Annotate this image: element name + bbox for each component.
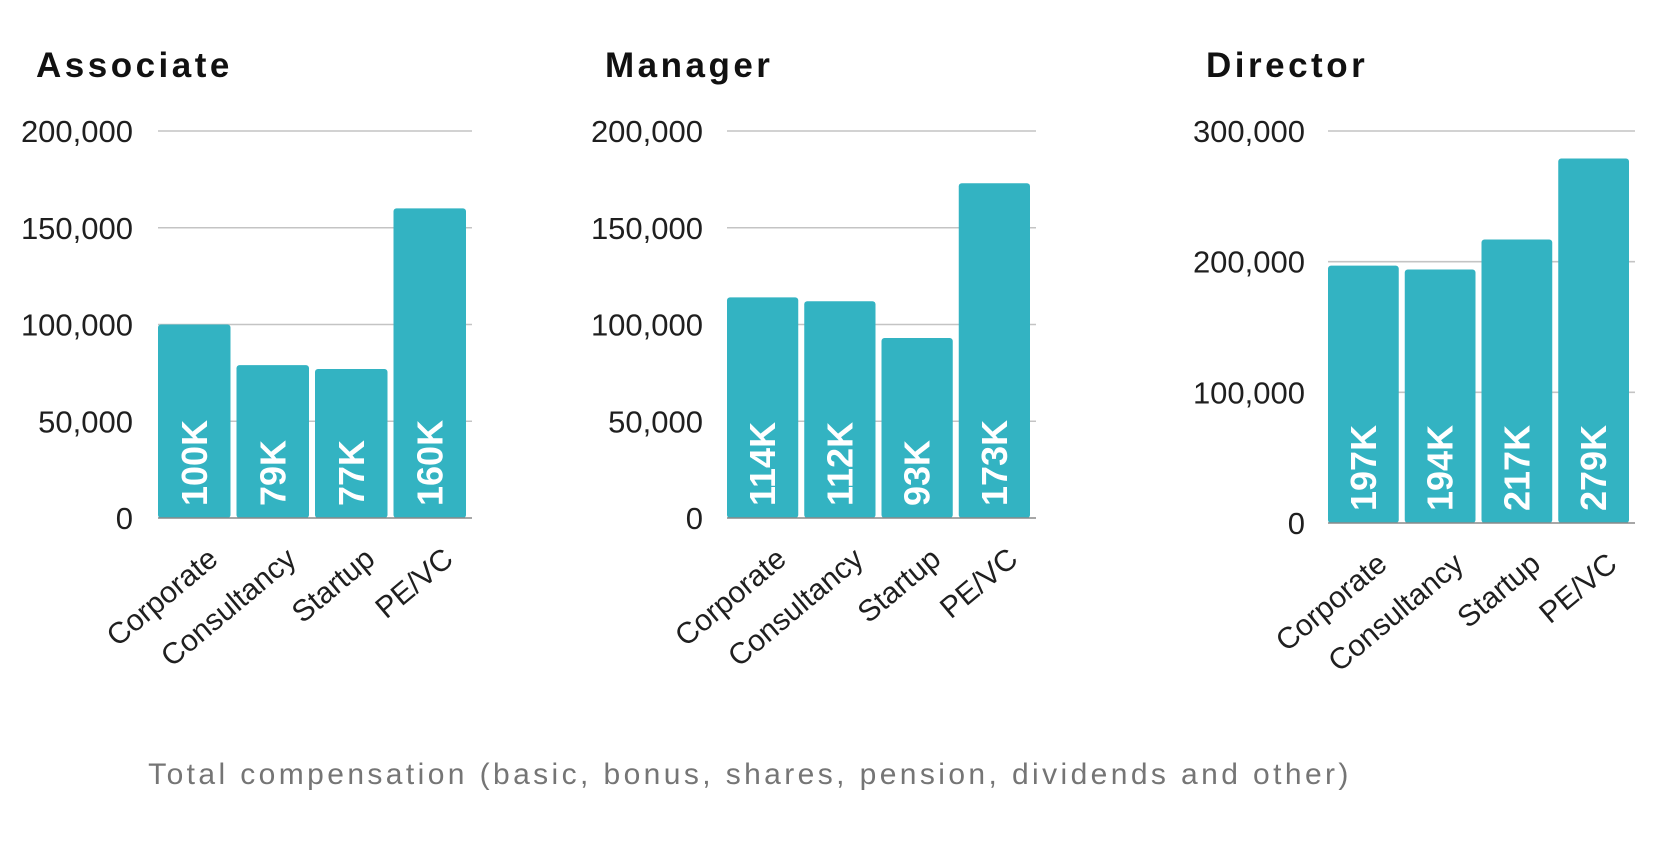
- y-tick-label: 50,000: [608, 404, 703, 439]
- bar-value-label: 77K: [331, 440, 372, 506]
- x-tick-label: Startup: [286, 542, 381, 629]
- bar-corporate: [158, 324, 231, 518]
- y-tick-label: 100,000: [591, 308, 703, 343]
- bar-value-label: 173K: [974, 420, 1015, 506]
- bar-startup: [315, 369, 388, 518]
- y-tick-label: 200,000: [591, 114, 703, 149]
- x-tick-label: Startup: [852, 542, 947, 629]
- chart-title: Associate: [36, 46, 233, 85]
- bar-consultancy: [1404, 269, 1476, 523]
- y-tick-label: 150,000: [21, 211, 133, 246]
- y-tick-label: 100,000: [1193, 375, 1305, 410]
- bar-consultancy: [236, 365, 309, 518]
- chart-director: Director0100,000200,000300,000197KCorpor…: [1193, 46, 1635, 678]
- chart-associate: Associate 0 50,000 100,000 150,000 200,000 100…: [21, 46, 472, 673]
- bar-startup: [881, 338, 953, 518]
- y-tick-label: 0: [1288, 506, 1305, 541]
- y-tick-label: 100,000: [21, 308, 133, 343]
- bar-corporate: [727, 297, 799, 518]
- chart-title: Director: [1206, 46, 1368, 85]
- y-tick-label: 150,000: [591, 211, 703, 246]
- bar-pe-vc: [393, 208, 466, 518]
- y-tick-label: 50,000: [38, 404, 133, 439]
- bar-startup: [1481, 239, 1553, 523]
- chart-manager: Manager050,000100,000150,000200,000114KC…: [591, 46, 1036, 673]
- bar-consultancy: [804, 301, 876, 518]
- x-tick-label: PE/VC: [1533, 547, 1623, 630]
- bar-pe-vc: [1558, 158, 1629, 523]
- bar-value-label: 79K: [252, 440, 293, 506]
- bar-pe-vc: [958, 183, 1030, 518]
- x-tick-label: PE/VC: [934, 542, 1024, 625]
- x-tick-label: PE/VC: [369, 542, 459, 625]
- bar-value-label: 93K: [897, 440, 938, 506]
- x-tick-label: Consultancy: [155, 542, 303, 673]
- bar-value-label: 100K: [174, 420, 215, 506]
- bar-value-label: 279K: [1573, 425, 1614, 511]
- y-tick-label: 0: [686, 501, 703, 536]
- chart-caption: Total compensation (basic, bonus, shares…: [148, 758, 1352, 791]
- bar-value-label: 197K: [1343, 425, 1384, 511]
- y-tick-label: 0: [116, 501, 133, 536]
- x-tick-label: Startup: [1451, 547, 1546, 634]
- bar-value-label: 217K: [1496, 425, 1537, 511]
- bar-value-label: 112K: [819, 422, 860, 506]
- y-tick-label: 200,000: [21, 114, 133, 149]
- bar-value-label: 194K: [1420, 425, 1461, 511]
- y-tick-label: 200,000: [1193, 245, 1305, 280]
- chart-title: Manager: [605, 46, 773, 85]
- bar-corporate: [1328, 265, 1399, 523]
- y-tick-label: 300,000: [1193, 114, 1305, 149]
- bar-value-label: 160K: [409, 420, 450, 506]
- bar-value-label: 114K: [742, 422, 783, 506]
